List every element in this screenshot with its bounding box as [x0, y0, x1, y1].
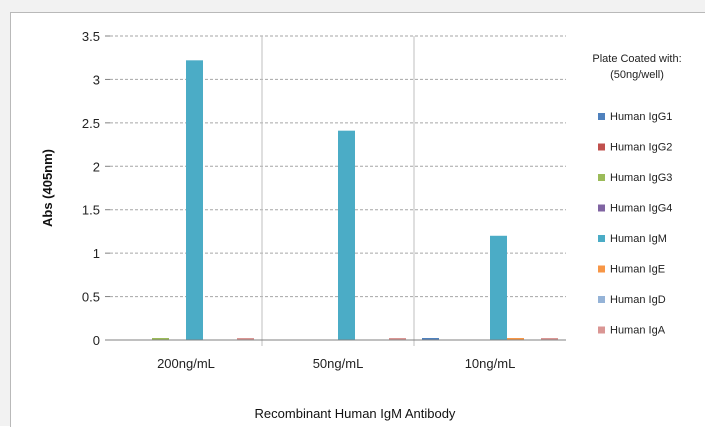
legend-swatch	[598, 113, 605, 120]
bar	[389, 338, 406, 340]
x-axis-label: Recombinant Human IgM Antibody	[255, 406, 456, 421]
bar	[422, 338, 439, 340]
bar	[541, 338, 558, 340]
y-tick-label: 2.5	[82, 116, 100, 131]
y-tick-label: 0.5	[82, 290, 100, 305]
y-tick-label: 3	[93, 72, 100, 87]
legend-swatch	[598, 174, 605, 181]
bar	[186, 60, 203, 340]
y-tick-label: 3.5	[82, 29, 100, 44]
legend-swatch	[598, 265, 605, 273]
legend-swatch	[598, 235, 605, 242]
bar	[152, 338, 169, 340]
bar	[338, 130, 355, 340]
legend-label: Human IgD	[610, 294, 666, 306]
legend-label: Human IgE	[610, 264, 665, 276]
chart-panel	[10, 12, 705, 427]
category-separators	[261, 36, 415, 346]
legend-label: Human IgG1	[610, 111, 672, 123]
y-axis-ticks: 0 0.5 1 1.5 2 2.5 3 3.5	[82, 29, 110, 348]
x-tick-label: 50ng/mL	[313, 356, 364, 371]
legend-subtitle: (50ng/well)	[610, 69, 664, 81]
x-tick-label: 10ng/mL	[465, 356, 516, 371]
legend: Plate Coated with: (50ng/well) Human IgG…	[592, 53, 681, 337]
bar	[507, 338, 524, 340]
legend-label: Human IgA	[610, 325, 666, 337]
legend-swatch	[598, 204, 605, 212]
y-tick-label: 1.5	[82, 203, 100, 218]
legend-swatch	[598, 143, 605, 151]
y-tick-label: 0	[93, 333, 100, 348]
y-tick-label: 2	[93, 159, 100, 174]
bar	[237, 338, 254, 340]
legend-label: Human IgG4	[610, 203, 672, 215]
legend-label: Human IgM	[610, 233, 667, 245]
legend-items: Human IgG1 Human IgG2 Human IgG3 Human IgG4…	[598, 111, 672, 337]
y-axis-label: Abs (405nm)	[40, 149, 55, 227]
bars	[152, 60, 558, 340]
y-tick-label: 1	[93, 246, 100, 261]
bar	[490, 235, 507, 340]
legend-swatch	[598, 326, 605, 334]
legend-label: Human IgG2	[610, 142, 672, 154]
legend-swatch	[598, 296, 605, 303]
x-tick-label: 200ng/mL	[157, 356, 215, 371]
legend-label: Human IgG3	[610, 172, 672, 184]
legend-title: Plate Coated with:	[592, 53, 681, 65]
x-axis-ticks: 200ng/mL 50ng/mL 10ng/mL	[157, 356, 515, 371]
